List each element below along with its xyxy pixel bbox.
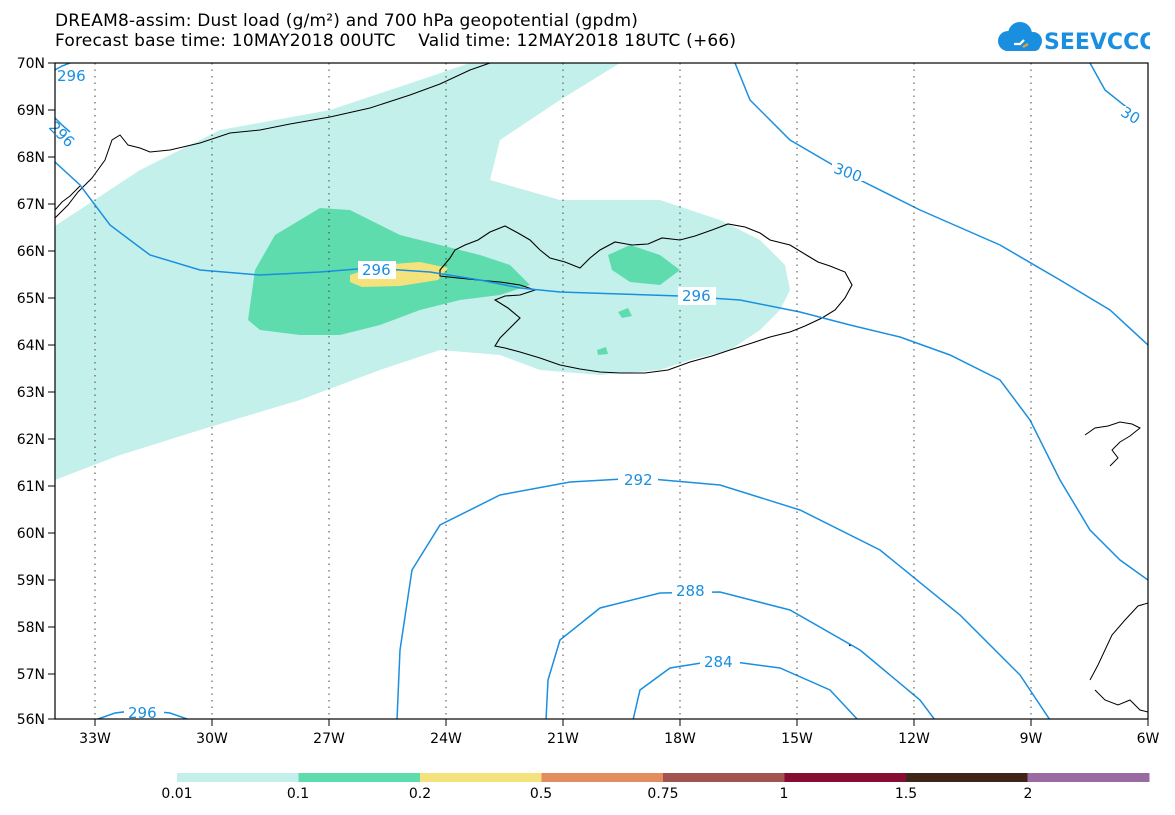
colorbar-segment (298, 773, 421, 782)
lat-label: 65N (17, 291, 45, 307)
greenland-coast-2 (55, 185, 81, 211)
lat-label: 57N (17, 667, 45, 683)
contour-288 (545, 591, 936, 719)
lat-label: 60N (17, 526, 45, 542)
contour-296-nw (55, 63, 71, 71)
contour-292 (396, 477, 1051, 719)
lon-label: 9W (1020, 731, 1043, 747)
contour-label: 296 (682, 287, 711, 305)
lon-label: 30W (196, 731, 228, 747)
latitude-labels: 70N 69N 68N 67N 66N 65N 64N 63N 62N 61N … (17, 56, 45, 728)
iceland-coast (439, 223, 853, 374)
scotland-coast (1089, 602, 1148, 713)
dust-area-mid-2 (608, 245, 680, 285)
graticule (94, 63, 1032, 719)
contour-284 (632, 659, 859, 719)
axis-ticks (48, 62, 1149, 726)
dust-area-mid-3 (618, 308, 632, 318)
lon-label: 21W (547, 731, 579, 747)
contour-label: 296 (45, 118, 78, 151)
contour-296-north (55, 161, 1148, 581)
colorbar-label: 0.2 (409, 786, 431, 802)
colorbar-label: 0.75 (647, 786, 678, 802)
contour-label: 284 (704, 653, 733, 671)
cloud-icon (998, 22, 1042, 51)
lon-label: 27W (313, 731, 345, 747)
lat-label: 69N (17, 103, 45, 119)
lat-label: 63N (17, 385, 45, 401)
seevccc-logo: SEEVCCC (998, 22, 1150, 55)
lat-label: 67N (17, 197, 45, 213)
colorbar-label: 0.1 (287, 786, 309, 802)
colorbar-segment (1027, 773, 1150, 782)
colorbar-label: 0.5 (530, 786, 552, 802)
faroe-coast (1084, 421, 1141, 467)
lon-label: 15W (781, 731, 813, 747)
colorbar-segment (663, 773, 785, 782)
plot-frame (54, 62, 1149, 720)
lon-label: 18W (664, 731, 696, 747)
lon-label: 6W (1137, 731, 1160, 747)
lat-label: 68N (17, 150, 45, 166)
colorbar (177, 773, 1150, 782)
colorbar-label: 1.5 (895, 786, 917, 802)
contour-label: 296 (128, 704, 157, 722)
greenland-coast (55, 63, 491, 219)
map-title: DREAM8-assim: Dust load (g/m²) and 700 h… (55, 11, 639, 31)
colorbar-segment (906, 773, 1028, 782)
contour-label: 288 (676, 582, 705, 600)
colorbar-segment (177, 773, 299, 782)
colorbar-label: 1 (780, 786, 789, 802)
contour-label: 296 (362, 261, 391, 279)
colorbar-segment (784, 773, 907, 782)
lat-label: 66N (17, 244, 45, 260)
lat-label: 56N (17, 712, 45, 728)
contour-296-nw2 (55, 117, 71, 133)
contour-label: 296 (57, 67, 86, 85)
contour-label: 292 (624, 471, 653, 489)
lat-label: 61N (17, 479, 45, 495)
lon-label: 24W (430, 731, 462, 747)
lat-label: 70N (17, 56, 45, 72)
lat-label: 58N (17, 620, 45, 636)
lon-label: 33W (79, 731, 111, 747)
contour-300 (734, 63, 1148, 346)
colorbar-label: 2 (1024, 786, 1033, 802)
colorbar-labels: 0.01 0.1 0.2 0.5 0.75 1 1.5 2 (161, 786, 1032, 802)
lat-label: 64N (17, 338, 45, 354)
map-subtitle: Forecast base time: 10MAY2018 00UTC Vali… (55, 31, 737, 51)
colorbar-segment (541, 773, 664, 782)
colorbar-label: 0.01 (161, 786, 192, 802)
longitude-labels: 33W 30W 27W 24W 21W 18W 15W 12W 9W 6W (79, 731, 1159, 747)
lat-label: 62N (17, 432, 45, 448)
dust-area-mid-4 (597, 347, 608, 355)
logo-text: SEEVCCC (1044, 30, 1150, 55)
lat-label: 59N (17, 573, 45, 589)
contour-label-boxes (124, 106, 1148, 719)
lon-label: 12W (898, 731, 930, 747)
colorbar-segment (420, 773, 542, 782)
